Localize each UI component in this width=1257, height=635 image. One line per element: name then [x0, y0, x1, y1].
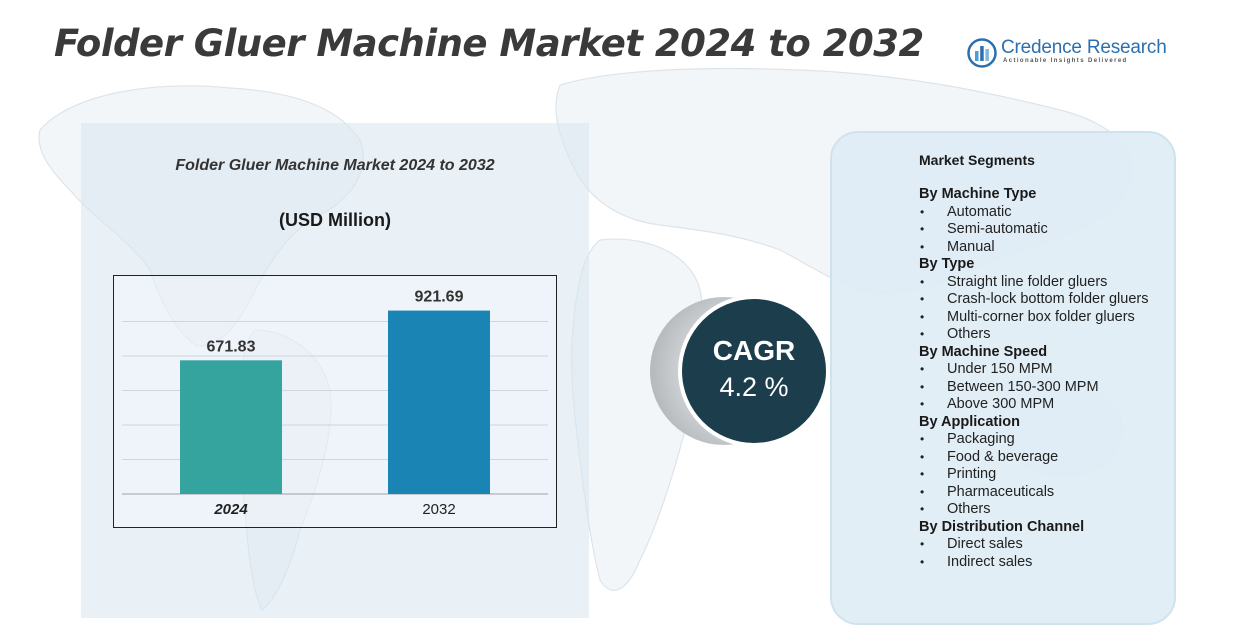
data-label: 671.83 [207, 338, 256, 355]
bullet-icon: • [920, 554, 925, 569]
bullet-icon: • [920, 204, 925, 219]
segment-item-label: Semi-automatic [947, 221, 1048, 237]
bar-2024 [180, 360, 282, 494]
segment-group-title: By Machine Speed [919, 343, 1048, 360]
segment-item: • Direct sales [919, 536, 1179, 554]
segment-item-label: Indirect sales [947, 553, 1033, 570]
segment-item: • Automatic [919, 204, 1179, 222]
bullet-icon: • [920, 502, 925, 516]
bullet-icon: • [920, 449, 925, 464]
segment-group-title: By Type [919, 256, 975, 272]
segment-item-label: Others [947, 501, 991, 517]
segment-item: • Packaging [919, 431, 1179, 449]
bullet-icon: • [920, 484, 925, 499]
segment-item-label: Direct sales [947, 536, 1023, 552]
segment-item-label: Above 300 MPM [947, 396, 1055, 412]
chart-title: Folder Gluer Machine Market 2024 to 2032 [175, 157, 495, 174]
segment-item-label: Manual [947, 238, 995, 255]
segment-item: • Food & beverage [919, 449, 1179, 467]
segment-item-label: Food & beverage [947, 448, 1059, 465]
segment-item: • Semi-automatic [919, 221, 1179, 239]
segment-item-label: Printing [947, 466, 997, 482]
bar-chart: 671.83 2024 921.69 2032 [122, 289, 548, 518]
segment-item: • Pharmaceuticals [919, 484, 1179, 502]
x-tick-label: 2024 [213, 501, 248, 518]
bullet-icon: • [920, 239, 925, 254]
bullet-icon: • [920, 432, 925, 446]
bullet-icon: • [920, 467, 925, 481]
bullet-icon: • [920, 292, 925, 306]
credence-research-logo[interactable]: Credence Research Actionable Insights De… [966, 36, 1167, 70]
chart-panel: Folder Gluer Machine Market 2024 to 2032… [81, 123, 589, 618]
bullet-icon: • [920, 327, 925, 341]
segment-item: • Above 300 MPM [919, 396, 1179, 414]
segment-group-title: By Distribution Channel [919, 518, 1085, 535]
cagr-badge: CAGR 4.2 % [650, 295, 832, 447]
segment-item: • Under 150 MPM [919, 361, 1179, 379]
cagr-circle [682, 299, 826, 443]
cagr-label: CAGR [712, 335, 796, 366]
chart-frame: 671.83 2024 921.69 2032 [113, 275, 557, 528]
page-title: Folder Gluer Machine Market 2024 to 2032 [54, 22, 924, 65]
segment-item: • Others [919, 501, 1179, 519]
segments-list: By Machine Type • Automatic • Semi-automatic… [919, 186, 1179, 571]
segment-group-title: By Application [919, 413, 1020, 430]
segment-item: • Indirect sales [919, 554, 1179, 572]
bullet-icon: • [920, 362, 925, 376]
segment-item-label: Automatic [947, 203, 1012, 220]
logo-name: Credence Research [1001, 37, 1167, 58]
segment-item-label: Under 150 MPM [947, 361, 1053, 377]
cagr-value: 4.2 % [719, 372, 789, 402]
segment-item-label: Others [947, 326, 991, 342]
segment-item-label: Multi-corner box folder gluers [947, 308, 1135, 325]
bullet-icon: • [920, 222, 925, 236]
chart-unit-label: (USD Million) [279, 210, 391, 230]
segment-item: • Others [919, 326, 1179, 344]
bar-chart-circle-icon [967, 38, 997, 68]
x-tick-label: 2032 [422, 501, 455, 518]
segment-item: • Straight line folder gluers [919, 274, 1179, 292]
bullet-icon: • [920, 379, 925, 394]
segment-item-label: Crash-lock bottom folder gluers [947, 291, 1149, 307]
segment-item: • Printing [919, 466, 1179, 484]
segment-item: • Multi-corner box folder gluers [919, 309, 1179, 327]
bullet-icon: • [920, 537, 925, 551]
segment-item-label: Packaging [947, 431, 1015, 447]
data-label: 921.69 [415, 289, 464, 306]
segment-item-label: Between 150-300 MPM [947, 378, 1099, 395]
bullet-icon: • [920, 274, 925, 289]
segment-item-label: Pharmaceuticals [947, 483, 1055, 500]
bar-2032 [388, 310, 490, 494]
segment-item-label: Straight line folder gluers [947, 273, 1108, 290]
logo-tagline: Actionable Insights Delivered [1003, 58, 1128, 64]
segment-item: • Manual [919, 239, 1179, 257]
bullet-icon: • [920, 309, 925, 324]
segment-group-title: By Machine Type [919, 186, 1037, 202]
segment-item: • Between 150-300 MPM [919, 379, 1179, 397]
segment-item: • Crash-lock bottom folder gluers [919, 291, 1179, 309]
bullet-icon: • [920, 397, 925, 411]
market-segments-panel: Market Segments By Machine Type • Automati… [830, 131, 1176, 625]
segments-heading: Market Segments [919, 152, 1035, 168]
